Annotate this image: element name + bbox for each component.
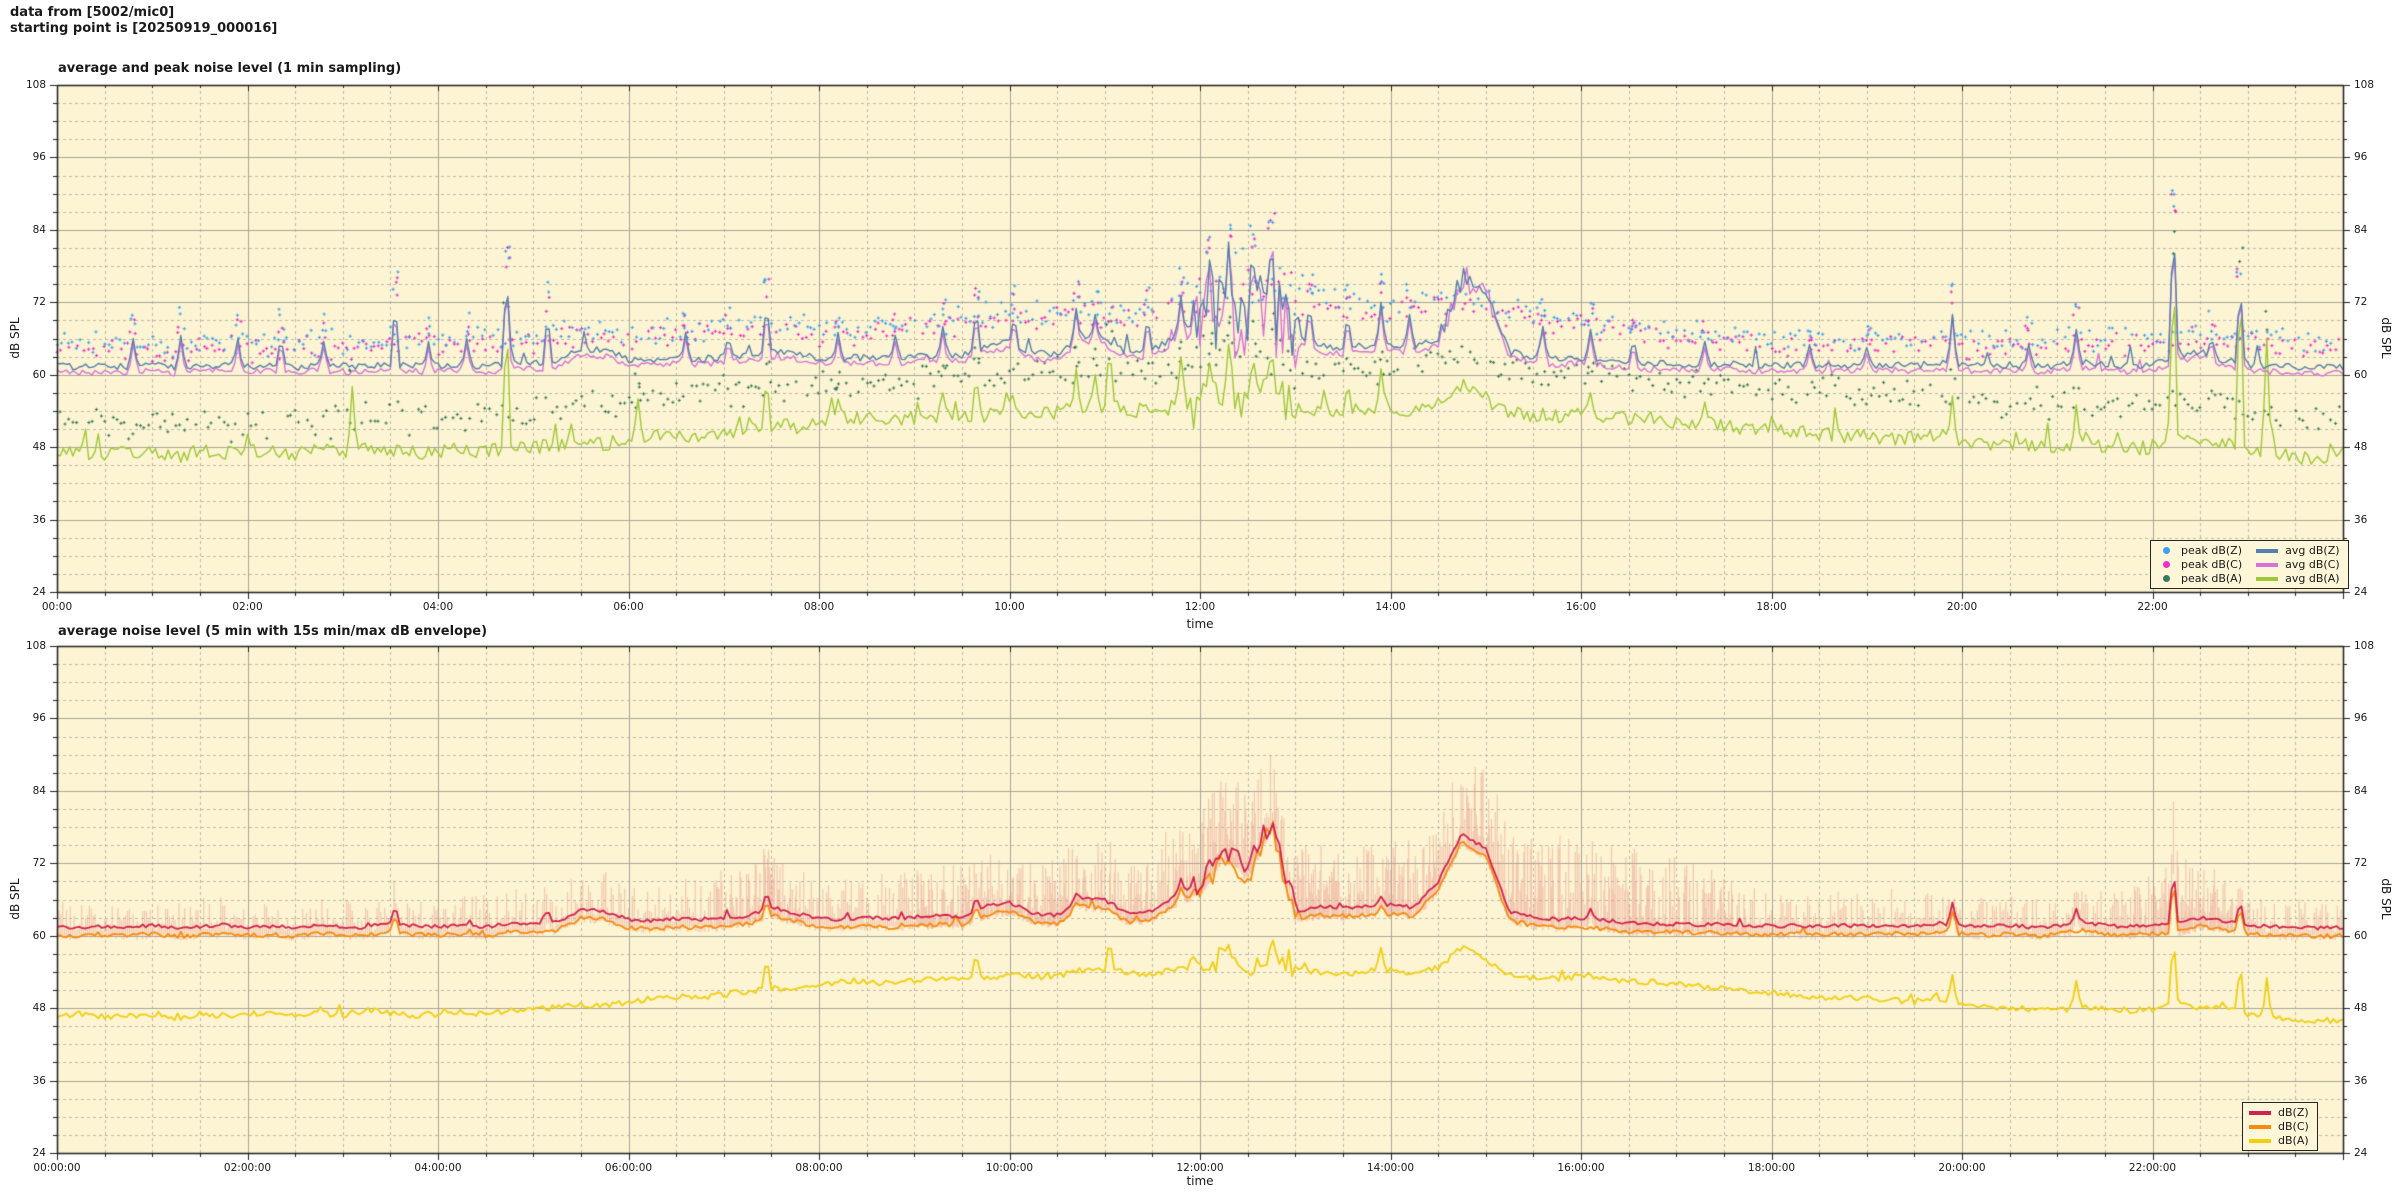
legend-label: avg dB(A) (2285, 572, 2340, 585)
x-tick-label: 16:00:00 (1557, 1162, 1605, 1174)
legend-entry: avg dB(A) (2256, 572, 2340, 585)
y-tick-label: 36 (32, 1074, 46, 1087)
y-tick-label: 108 (2354, 79, 2375, 91)
legend-label: avg dB(C) (2285, 558, 2340, 571)
y-tick-label: 48 (32, 441, 46, 454)
header-line-2: starting point is [20250919_000016] (10, 21, 278, 36)
peak-dbc-marker-icon (2163, 561, 2170, 568)
y-tick-label: 36 (2354, 513, 2368, 526)
x-tick-label: 10:00:00 (985, 1162, 1034, 1174)
y-tick-label: 84 (2354, 784, 2368, 797)
y-tick-label: 60 (32, 929, 46, 942)
y-tick-label: 72 (32, 857, 46, 870)
x-tick-label: 08:00:00 (795, 1162, 843, 1174)
x-tick-label: 18:00 (1756, 601, 1787, 613)
legend-label: dB(Z) (2278, 1106, 2309, 1119)
x-tick-label: 08:00 (803, 601, 835, 613)
legend-label: dB(C) (2278, 1120, 2309, 1133)
legend-entry: dB(Z) (2249, 1106, 2309, 1119)
y-tick-label: 24 (32, 1147, 46, 1159)
y-tick-label: 72 (2354, 296, 2368, 309)
y-tick-label: 96 (32, 151, 46, 164)
y-tick-label: 84 (32, 223, 46, 236)
legend-label: peak dB(A) (2181, 572, 2242, 585)
y-tick-label: 24 (32, 586, 46, 598)
x-tick-label: 04:00 (422, 601, 454, 613)
y-tick-label: 36 (2354, 1074, 2368, 1087)
legend-entry: avg dB(Z) (2256, 544, 2340, 557)
x-tick-label: 14:00 (1375, 601, 1406, 613)
header-line-1: data from [5002/mic0] (10, 5, 175, 20)
legend-entry: peak dB(Z) (2157, 544, 2242, 557)
x-tick-label: 12:00:00 (1176, 1162, 1224, 1174)
peak-dbz-marker-icon (2163, 547, 2170, 554)
avg-dbc-line-icon (2256, 562, 2279, 567)
dbc-line-icon (2249, 1124, 2271, 1129)
y-tick-label: 24 (2354, 1147, 2368, 1159)
top-xlabel: time (1186, 617, 1214, 631)
legend-entry: peak dB(A) (2157, 572, 2242, 585)
x-tick-label: 04:00:00 (414, 1162, 462, 1174)
legend-label: avg dB(Z) (2285, 544, 2340, 557)
legend-label: peak dB(C) (2181, 558, 2243, 571)
y-tick-label: 48 (2354, 1002, 2368, 1015)
x-tick-label: 06:00:00 (604, 1162, 653, 1174)
y-tick-label: 60 (2354, 368, 2368, 381)
x-tick-label: 14:00:00 (1366, 1162, 1415, 1174)
avg-dba-line-icon (2256, 576, 2279, 581)
legend-entry: peak dB(C) (2157, 558, 2242, 571)
dbz-line-icon (2249, 1110, 2271, 1115)
x-tick-label: 22:00 (2137, 601, 2168, 613)
y-tick-label: 48 (2354, 441, 2368, 454)
x-tick-label: 22:00:00 (2128, 1162, 2177, 1174)
x-tick-label: 02:00:00 (223, 1162, 272, 1174)
y-tick-label: 96 (2354, 712, 2368, 725)
top-ylabel-left: dB SPL (8, 317, 22, 359)
bottom-xlabel: time (1186, 1174, 1214, 1188)
y-tick-label: 108 (2354, 640, 2375, 652)
y-tick-label: 108 (25, 79, 46, 91)
x-tick-label: 10:00 (994, 601, 1025, 613)
x-tick-label: 12:00 (1184, 601, 1216, 613)
dba-line-icon (2249, 1138, 2271, 1143)
y-tick-label: 96 (2354, 151, 2368, 164)
x-tick-label: 20:00 (1946, 601, 1978, 613)
top-chart-title: average and peak noise level (1 min samp… (58, 61, 402, 76)
y-tick-label: 96 (32, 712, 46, 725)
bottom-chart-title: average noise level (5 min with 15s min/… (58, 624, 488, 639)
y-tick-label: 60 (2354, 929, 2368, 942)
top-chart-legend: peak dB(Z) peak dB(C) peak dB(A) avg dB(… (2150, 540, 2349, 589)
x-tick-label: 18:00:00 (1747, 1162, 1796, 1174)
x-tick-label: 06:00 (613, 601, 644, 613)
y-tick-label: 72 (2354, 857, 2368, 870)
y-tick-label: 48 (32, 1002, 46, 1015)
bottom-ylabel-right: dB SPL (2379, 878, 2393, 920)
bottom-chart-legend: dB(Z) dB(C) dB(A) (2242, 1102, 2318, 1151)
x-tick-label: 00:00 (41, 601, 73, 613)
y-tick-label: 108 (25, 640, 46, 652)
x-tick-label: 16:00 (1565, 601, 1597, 613)
y-tick-label: 84 (2354, 223, 2368, 236)
y-tick-label: 36 (32, 513, 46, 526)
legend-label: dB(A) (2278, 1134, 2309, 1147)
bottom-ylabel-left: dB SPL (8, 878, 22, 920)
y-tick-label: 84 (32, 784, 46, 797)
peak-dba-marker-icon (2163, 575, 2170, 582)
x-tick-label: 20:00:00 (1938, 1162, 1986, 1174)
top-ylabel-right: dB SPL (2379, 317, 2393, 359)
y-tick-label: 72 (32, 296, 46, 309)
legend-entry: dB(C) (2249, 1120, 2309, 1133)
x-tick-label: 00:00:00 (33, 1162, 81, 1174)
legend-entry: dB(A) (2249, 1134, 2309, 1147)
legend-entry: avg dB(C) (2256, 558, 2340, 571)
y-tick-label: 60 (32, 368, 46, 381)
legend-label: peak dB(Z) (2181, 544, 2243, 557)
y-tick-label: 24 (2354, 586, 2368, 598)
x-tick-label: 02:00 (232, 601, 263, 613)
avg-dbz-line-icon (2256, 548, 2279, 553)
